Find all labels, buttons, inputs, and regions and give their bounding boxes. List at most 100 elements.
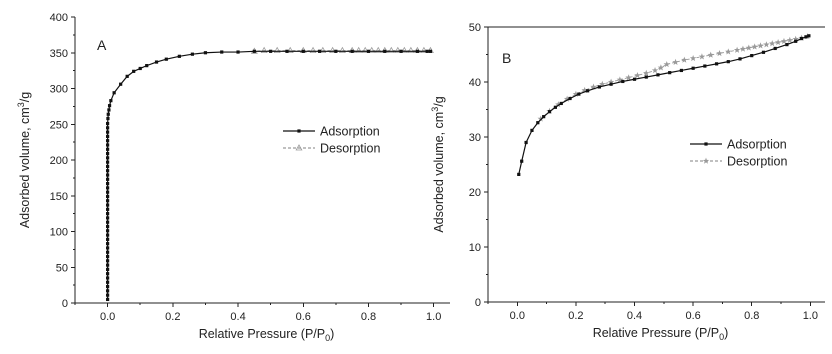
data-point [555,101,562,108]
data-point [657,64,665,71]
data-point [190,52,194,56]
data-point [106,263,110,267]
data-point [394,46,402,54]
data-point [154,60,159,64]
data-point [656,73,660,77]
y-tick-label: 0 [475,297,481,309]
data-point [106,173,110,177]
data-point [400,46,408,54]
data-point [689,54,697,62]
data-point [625,74,632,81]
data-point [106,116,110,121]
data-point [106,233,110,237]
data-point [106,267,110,271]
data-point [383,49,387,53]
data-point [301,49,305,53]
data-point [599,80,606,87]
data-point [698,53,706,60]
x-tick-label: 0.4 [627,310,642,322]
data-point [407,46,415,54]
data-point [621,79,625,84]
y-axis-label-end: /g [18,92,32,102]
x-tick-label: 0.2 [165,311,180,323]
y-tick-label: 20 [469,187,481,199]
x-tick-label: 1.0 [426,311,441,323]
data-point [106,242,110,246]
data-point [691,66,695,70]
data-point [106,147,110,151]
data-point [106,293,110,297]
data-point [577,92,581,96]
data-point [106,224,110,229]
data-point [524,140,528,145]
data-point [420,46,428,54]
x-tick-label: 0.0 [510,310,525,322]
legend-marker [297,129,301,133]
data-point [273,46,281,54]
data-point [107,104,112,108]
x-axis-label-main: Relative Pressure (P/P [199,327,325,341]
data-point [536,121,540,125]
series-desorption [537,32,811,122]
y-axis-label-main: Adsorbed volume, cm [432,112,446,233]
y-axis-label-main: Adsorbed volume, cm [18,107,32,228]
y-tick-label: 40 [469,77,481,89]
data-point [520,159,524,163]
data-point [763,41,770,48]
data-point [799,36,804,41]
legend-marker [295,144,303,151]
data-point [792,35,799,42]
data-point [106,216,110,220]
x-axis-label: Relative Pressure (P/P0) [593,326,729,342]
data-point [415,49,419,53]
x-tick-label: 0.2 [568,310,583,322]
data-point [260,46,268,54]
data-point [355,46,363,54]
data-point [106,126,110,130]
data-point [537,115,544,122]
data-point [786,36,794,43]
data-point [106,207,110,211]
data-point [319,46,327,54]
data-point [106,199,110,203]
data-point [286,46,294,54]
legend-marker [704,142,708,146]
y-tick-label: 50 [469,22,481,34]
y-tick-label: 50 [56,262,68,274]
series-desorption [250,46,434,54]
series-adsorption [517,34,811,176]
data-point [106,186,110,190]
data-point [643,69,650,76]
data-point [644,75,648,79]
data-point [703,64,707,68]
data-point [716,50,723,57]
data-point [374,46,382,54]
data-point [203,51,208,55]
data-point [707,51,714,58]
data-point [807,34,811,38]
y-axis-label-end: /g [432,96,446,106]
data-point [733,46,741,53]
x-tick-label: 0.6 [296,311,311,323]
data-point [106,181,110,186]
data-point [366,49,371,53]
data-point [794,39,798,43]
y-tick-label: 400 [50,12,68,24]
x-axis-label-subscript: 0 [719,332,724,342]
x-axis-label: Relative Pressure (P/P0) [199,327,335,343]
data-point [106,169,110,173]
x-tick-label: 0.4 [230,311,245,323]
data-point [145,64,149,68]
legend: Adsorption Desorption [690,138,787,169]
x-tick-label: 1.0 [803,310,818,322]
data-point [399,49,403,53]
data-point [774,39,782,46]
y-tick-label: 100 [50,227,68,239]
data-point [745,44,753,51]
x-tick-label: 0.6 [685,310,700,322]
data-point [106,190,110,194]
data-point [138,66,142,71]
y-tick-label: 300 [50,84,68,96]
data-point [106,194,110,199]
